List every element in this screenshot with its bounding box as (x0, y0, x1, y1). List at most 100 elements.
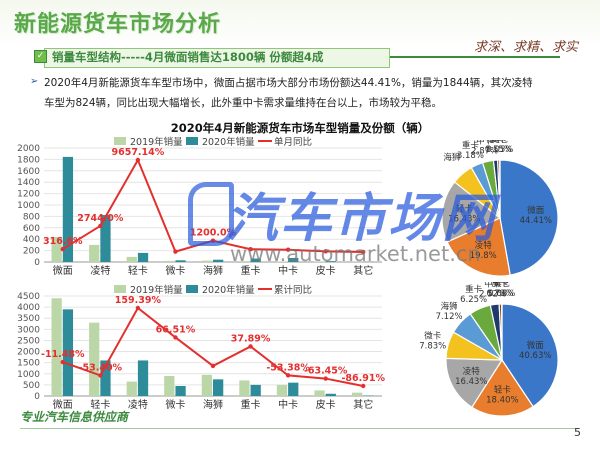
legend-swatch (186, 285, 198, 293)
bar (62, 309, 74, 396)
y-tick-label: 3500 (17, 314, 40, 324)
bar (314, 390, 325, 396)
pie-slice (499, 159, 559, 276)
pie-label: 重卡 (465, 284, 483, 295)
y-tick-label: 800 (23, 212, 40, 222)
bar (276, 384, 288, 396)
pie-label: 其它 (491, 140, 508, 145)
legend-swatch (114, 137, 126, 145)
growth-point (210, 363, 216, 369)
growth-point (173, 249, 178, 254)
bar (164, 260, 175, 262)
pie-value-label: 0.55% (485, 145, 512, 155)
bar (288, 258, 299, 262)
pie-label: 海狮 (443, 152, 461, 163)
y-tick-label: 4500 (17, 292, 40, 302)
y-tick-label: 2000 (17, 144, 40, 154)
arrow-bullet-icon: ➢ (30, 76, 39, 87)
growth-point (98, 373, 103, 378)
pie-label: 重卡 (462, 140, 480, 151)
pie-value-label: 16.43% (448, 215, 480, 225)
data-label: -53.40% (79, 362, 123, 373)
x-tick-label: 重卡 (241, 398, 261, 411)
data-label: 9657.14% (111, 147, 164, 158)
bar (239, 261, 250, 262)
x-tick-label: 凌特 (90, 264, 110, 277)
data-label: 316.6% (43, 236, 83, 247)
x-tick-label: 轻卡 (90, 398, 110, 411)
data-label: 1200.0% (190, 228, 237, 239)
pie-label: 海狮 (441, 301, 459, 312)
y-tick-label: 0 (34, 258, 40, 268)
bar (126, 256, 137, 262)
pie-label: 中卡 (484, 282, 502, 290)
bar (201, 260, 212, 262)
bar (351, 392, 363, 396)
bar (288, 382, 299, 396)
x-tick-label: 微面 (53, 264, 73, 277)
x-tick-label: 海狮 (203, 398, 223, 411)
pie-label: 微卡 (486, 140, 504, 145)
pie-label: 轻卡 (456, 204, 474, 215)
x-tick-label: 皮卡 (316, 264, 336, 277)
check-icon: ✓ (34, 50, 47, 63)
pie-value-label: 2.87% (471, 147, 498, 157)
x-tick-label: 中卡 (278, 264, 298, 277)
data-label: 66.51% (156, 324, 196, 335)
pie-label: 微面 (527, 340, 545, 351)
section-heading: 销量车型结构-----4月微面销售达1800辆 份额超4成 (52, 50, 324, 64)
x-tick-label: 中卡 (278, 398, 298, 411)
growth-point (361, 383, 366, 389)
legend-label: 累计同比 (274, 284, 312, 296)
bar (51, 236, 62, 262)
pie-value-label: 7.12% (436, 312, 463, 322)
pie-slice (445, 357, 504, 409)
legend-label: 2019年销量 (130, 136, 183, 148)
x-tick-label: 微卡 (165, 264, 185, 277)
pie-value-label: 44.41% (520, 216, 552, 226)
bar (201, 374, 212, 396)
bar (250, 384, 261, 396)
growth-point (248, 247, 253, 252)
pie-label: 中卡 (476, 140, 494, 147)
y-tick-label: 600 (23, 224, 40, 234)
pie-label: 皮卡 (491, 282, 509, 289)
data-label: -53.38% (266, 362, 310, 373)
page-number: 5 (574, 426, 581, 439)
pie-value-label: 19.8% (470, 251, 497, 261)
watermark-title: 汽车市场网 (226, 189, 497, 249)
page-title: 新能源货车市场分析 (14, 12, 222, 37)
bar (213, 379, 224, 396)
legend-swatch (186, 137, 198, 145)
data-label: -63.45% (304, 366, 348, 377)
pie-value-label: 6.25% (460, 295, 487, 305)
data-label: -11.48% (41, 349, 85, 360)
bar (175, 386, 186, 396)
pie-value-label: 40.63% (519, 351, 551, 361)
summary-paragraph: 2020年4月新能源货车车型市场中，微面占据市场大部分市场份额达44.41%，销… (44, 77, 533, 109)
y-tick-label: 500 (23, 381, 40, 391)
bar (175, 260, 186, 262)
pie-label: 皮卡 (490, 140, 508, 145)
pie-label: 凌特 (463, 366, 481, 377)
slogan: 求深、求精、求实 (473, 40, 578, 55)
x-tick-label: 凌特 (128, 398, 148, 411)
x-tick-label: 轻卡 (128, 264, 148, 277)
growth-point (173, 335, 178, 340)
x-tick-label: 皮卡 (316, 398, 336, 411)
y-tick-label: 2000 (17, 348, 40, 358)
y-tick-label: 1500 (17, 359, 40, 369)
header-band (0, 0, 600, 46)
y-tick-label: 1200 (17, 190, 40, 200)
data-label: 2744.0% (77, 213, 124, 224)
x-tick-label: 微卡 (165, 398, 185, 411)
pie-value-label: 0.73% (486, 289, 513, 299)
legend-label: 单月同比 (274, 136, 312, 148)
footer-tagline: 专业汽车信息供应商 (20, 410, 129, 424)
pie-value-label: 2.52% (479, 290, 506, 300)
pie-slice (471, 358, 534, 417)
pie-label: 微卡 (424, 330, 442, 341)
bar (137, 360, 149, 396)
